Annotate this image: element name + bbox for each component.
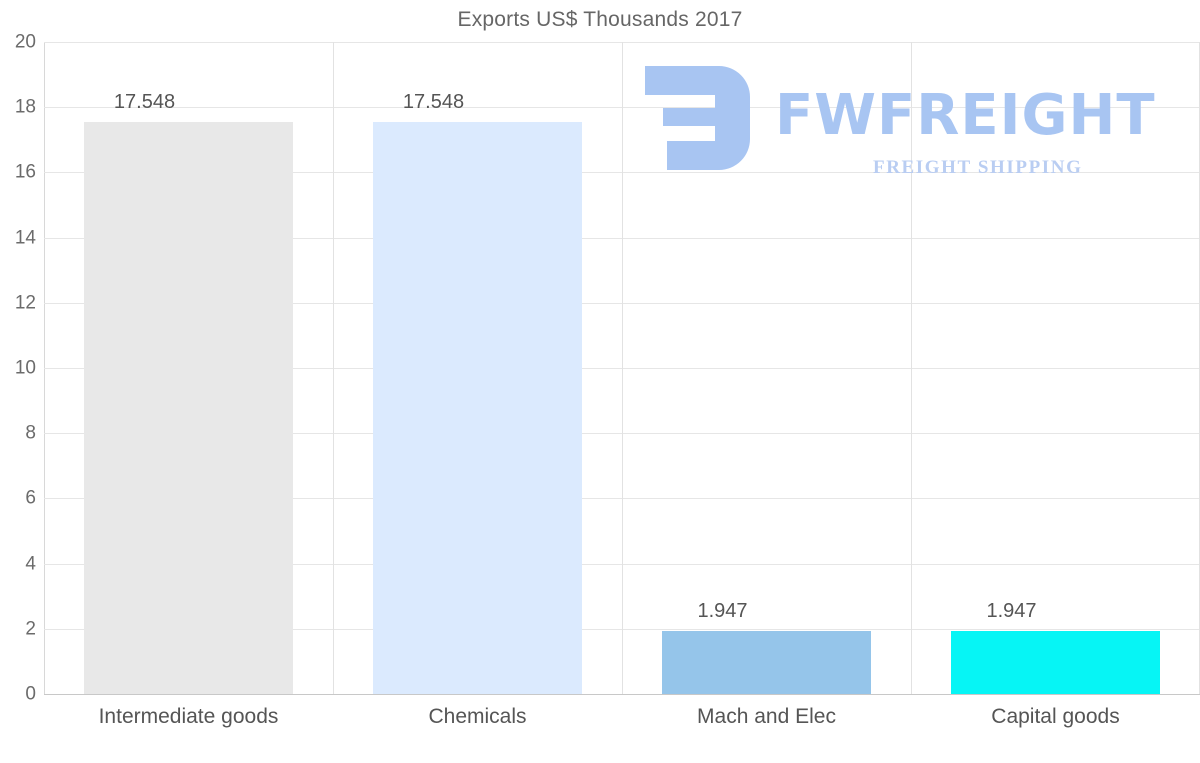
bar-value-label: 17.548	[113, 91, 176, 113]
y-axis-tick-label: 10	[14, 357, 36, 379]
bar[interactable]	[373, 122, 582, 694]
y-axis-tick-label: 16	[14, 161, 36, 183]
x-axis-tick-label: Mach and Elec	[697, 705, 836, 728]
x-axis-tick-label: Intermediate goods	[98, 705, 279, 728]
y-axis-tick-label: 14	[14, 227, 36, 249]
bar[interactable]	[951, 631, 1160, 694]
chart-title: Exports US$ Thousands 2017	[457, 8, 743, 31]
y-axis-tick-label: 8	[25, 422, 36, 444]
plot-area	[44, 42, 1200, 695]
y-axis-tick-label: 20	[14, 31, 36, 53]
y-axis-tick-label: 12	[14, 292, 36, 314]
y-axis-tick-label: 0	[25, 683, 36, 705]
gridline-vertical	[622, 42, 623, 694]
gridline-vertical	[333, 42, 334, 694]
x-axis-tick-label: Capital goods	[991, 705, 1120, 728]
y-axis-tick-label: 18	[14, 96, 36, 118]
y-axis-tick-label: 2	[25, 618, 36, 640]
bar-value-label: 1.947	[986, 600, 1037, 622]
y-axis-tick-label: 4	[25, 553, 36, 575]
bar-value-label: 17.548	[402, 91, 465, 113]
bar-value-label: 1.947	[697, 600, 748, 622]
x-axis-line	[44, 694, 1200, 695]
gridline-vertical	[911, 42, 912, 694]
bar[interactable]	[662, 631, 871, 694]
bar[interactable]	[84, 122, 293, 694]
y-axis-tick-label: 6	[25, 487, 36, 509]
x-axis-tick-label: Chemicals	[428, 705, 527, 728]
